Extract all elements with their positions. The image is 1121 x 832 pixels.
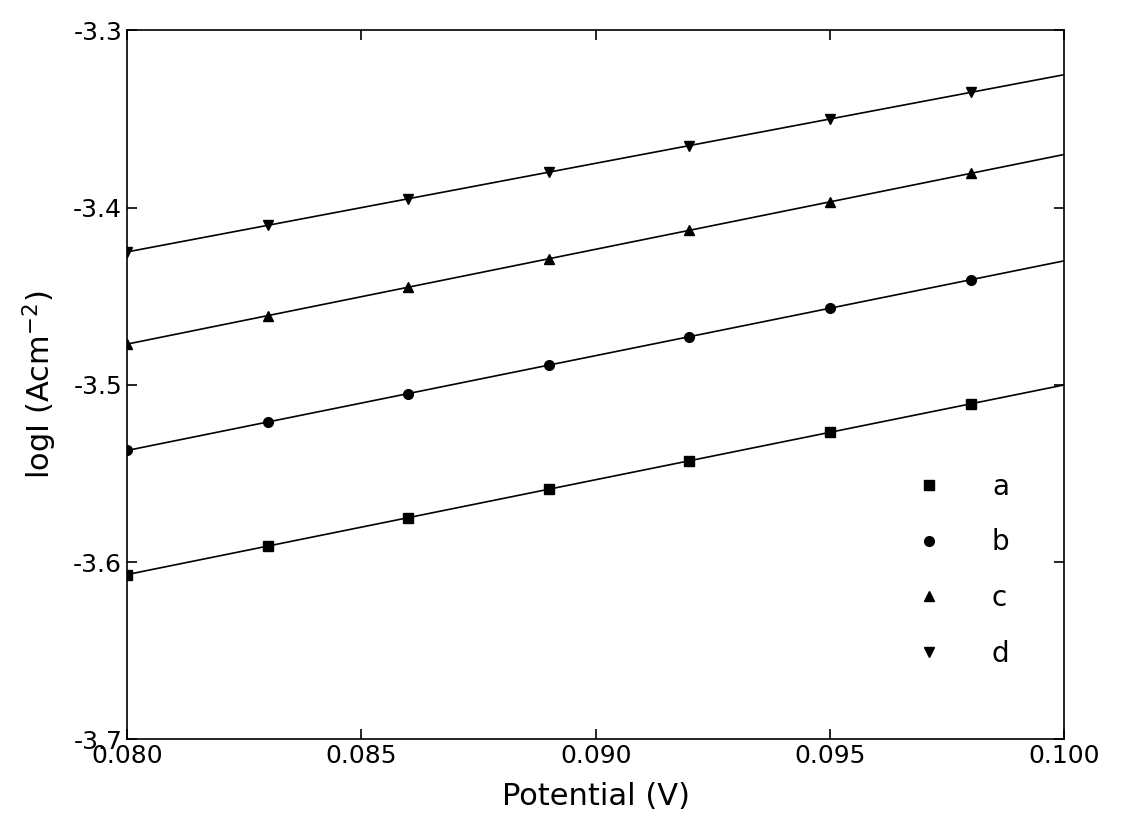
b	[964, 275, 978, 285]
c	[120, 339, 133, 349]
c	[683, 225, 696, 235]
Line: b: b	[122, 275, 975, 455]
b	[823, 303, 836, 313]
d	[401, 194, 415, 204]
d	[543, 167, 556, 177]
d	[683, 141, 696, 151]
Y-axis label: logI (Acm$^{-2}$): logI (Acm$^{-2}$)	[21, 290, 59, 479]
Line: a: a	[122, 399, 975, 579]
a	[823, 428, 836, 438]
X-axis label: Potential (V): Potential (V)	[502, 782, 689, 811]
a	[543, 484, 556, 494]
c	[823, 197, 836, 207]
Line: d: d	[122, 87, 975, 257]
d	[823, 114, 836, 124]
a	[401, 513, 415, 522]
c	[401, 282, 415, 292]
b	[120, 445, 133, 455]
Legend: a, b, c, d: a, b, c, d	[872, 450, 1031, 690]
a	[120, 570, 133, 580]
a	[964, 399, 978, 409]
b	[261, 417, 275, 427]
Line: c: c	[122, 169, 975, 349]
a	[683, 456, 696, 466]
a	[261, 541, 275, 551]
b	[543, 360, 556, 370]
d	[964, 87, 978, 97]
d	[261, 220, 275, 230]
b	[401, 389, 415, 399]
c	[964, 168, 978, 178]
b	[683, 332, 696, 342]
d	[120, 247, 133, 257]
c	[261, 310, 275, 320]
c	[543, 254, 556, 264]
